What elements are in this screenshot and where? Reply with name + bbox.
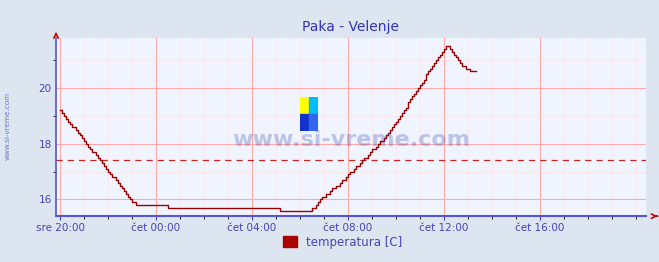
Bar [309, 114, 318, 131]
Bar [300, 97, 309, 114]
Title: Paka - Velenje: Paka - Velenje [302, 20, 399, 34]
Bar [309, 97, 318, 114]
Bar [300, 114, 309, 131]
Text: www.si-vreme.com: www.si-vreme.com [232, 129, 470, 150]
Text: www.si-vreme.com: www.si-vreme.com [5, 92, 11, 160]
Legend: temperatura [C]: temperatura [C] [278, 231, 407, 253]
